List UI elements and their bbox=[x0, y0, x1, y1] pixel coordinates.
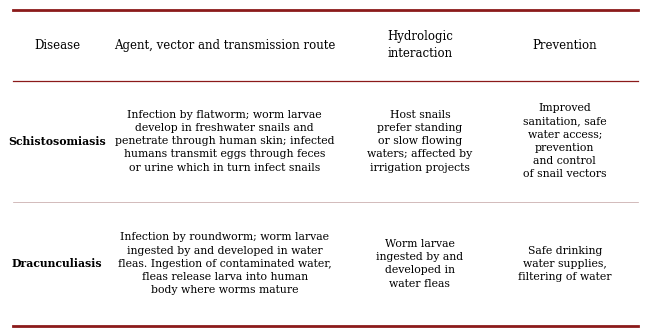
Text: Safe drinking
water supplies,
filtering of water: Safe drinking water supplies, filtering … bbox=[518, 246, 611, 282]
Text: Disease: Disease bbox=[34, 39, 80, 52]
Text: Dracunculiasis: Dracunculiasis bbox=[12, 258, 102, 269]
Text: Agent, vector and transmission route: Agent, vector and transmission route bbox=[114, 39, 335, 52]
Text: Infection by roundworm; worm larvae
ingested by and developed in water
fleas. In: Infection by roundworm; worm larvae inge… bbox=[118, 233, 331, 295]
Text: Infection by flatworm; worm larvae
develop in freshwater snails and
penetrate th: Infection by flatworm; worm larvae devel… bbox=[115, 110, 335, 172]
Text: Worm larvae
ingested by and
developed in
water fleas: Worm larvae ingested by and developed in… bbox=[376, 239, 464, 289]
Text: Prevention: Prevention bbox=[533, 39, 597, 52]
Text: Host snails
prefer standing
or slow flowing
waters; affected by
irrigation proje: Host snails prefer standing or slow flow… bbox=[367, 110, 473, 172]
Text: Hydrologic
interaction: Hydrologic interaction bbox=[387, 30, 453, 60]
Text: Schistosomiasis: Schistosomiasis bbox=[8, 136, 106, 146]
Text: Improved
sanitation, safe
water access;
prevention
and control
of snail vectors: Improved sanitation, safe water access; … bbox=[523, 103, 607, 179]
